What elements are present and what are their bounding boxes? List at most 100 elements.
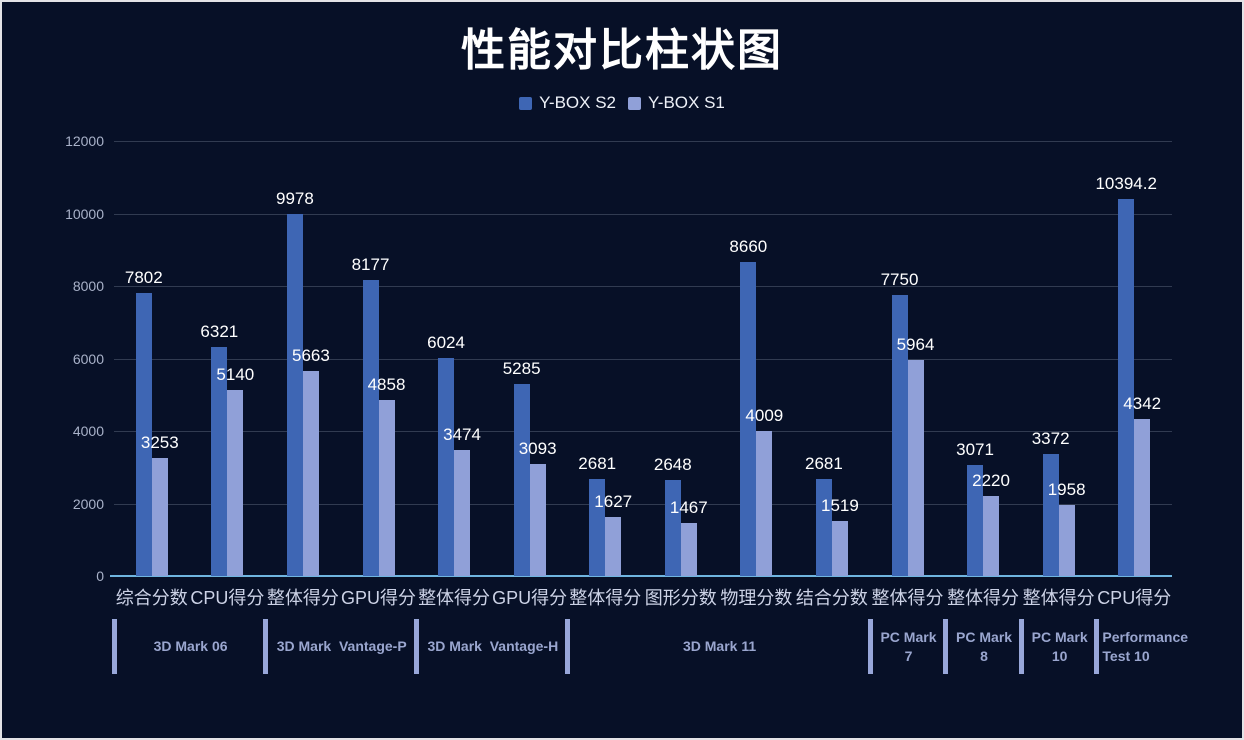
bar-ybox-s2-2[interactable] xyxy=(286,214,303,576)
group-label: 3D Mark 11 xyxy=(682,638,757,654)
bar-value-label: 4858 xyxy=(367,374,406,394)
group-divider xyxy=(414,619,420,674)
bar-ybox-s1-2[interactable] xyxy=(302,370,319,576)
bar-ybox-s2-6[interactable] xyxy=(589,478,606,576)
gridline xyxy=(114,286,1172,287)
bar-value-label: 1467 xyxy=(669,497,708,517)
legend: Y-BOX S2 Y-BOX S1 xyxy=(2,93,1242,113)
legend-item-ybox-s2[interactable]: Y-BOX S2 xyxy=(519,93,616,113)
bar-ybox-s2-9[interactable] xyxy=(815,478,832,576)
bar-ybox-s2-10[interactable] xyxy=(891,295,908,576)
group-label: 3D Mark Vantage-H xyxy=(427,638,559,654)
bar-value-label: 5285 xyxy=(502,359,541,379)
group-divider xyxy=(1018,619,1024,674)
bar-ybox-s2-4[interactable] xyxy=(438,357,455,576)
bar-value-label: 5964 xyxy=(896,334,935,354)
group-divider xyxy=(867,619,873,674)
bar-ybox-s1-0[interactable] xyxy=(151,458,168,576)
x-axis-category-label: 整体得分 xyxy=(418,588,491,608)
bar-value-label: 10394.2 xyxy=(1095,174,1157,194)
bar-ybox-s2-5[interactable] xyxy=(513,384,530,576)
group-divider xyxy=(263,619,269,674)
bar-value-label: 2681 xyxy=(578,453,617,473)
gridline xyxy=(114,141,1172,142)
bar-ybox-s2-8[interactable] xyxy=(740,262,757,576)
y-axis-tick-label: 6000 xyxy=(72,350,104,367)
group-label: 3D Mark 06 xyxy=(153,638,228,654)
x-axis-category-label: 综合分数 xyxy=(115,588,188,608)
bar-ybox-s1-8[interactable] xyxy=(756,430,773,576)
bar-ybox-s2-12[interactable] xyxy=(1042,453,1059,576)
group-divider xyxy=(565,619,571,674)
group-label: Performance Test 10 xyxy=(1102,628,1192,664)
bar-ybox-s2-7[interactable] xyxy=(664,480,681,576)
bar-value-label: 1958 xyxy=(1047,480,1086,500)
legend-swatch-s2-icon xyxy=(519,96,533,110)
bar-value-label: 7750 xyxy=(880,270,919,290)
y-axis-tick-label: 12000 xyxy=(65,133,104,149)
y-axis-tick-label: 0 xyxy=(96,568,104,584)
bar-ybox-s1-10[interactable] xyxy=(907,359,924,576)
x-axis-line xyxy=(110,575,1172,577)
bar-ybox-s1-11[interactable] xyxy=(983,495,1000,576)
x-axis-category-label: 整体得分 xyxy=(569,588,642,608)
x-axis-category-label: 结合分数 xyxy=(795,588,868,608)
bar-ybox-s2-1[interactable] xyxy=(211,346,228,576)
x-axis-category-label: CPU得分 xyxy=(190,588,265,608)
bar-value-label: 5663 xyxy=(292,345,330,365)
bar-ybox-s1-7[interactable] xyxy=(680,522,697,576)
x-axis-category-label: 整体得分 xyxy=(266,588,339,608)
group-divider xyxy=(1094,619,1100,674)
bar-value-label: 5140 xyxy=(216,364,255,384)
group-label: PC Mark 10 xyxy=(1031,628,1092,664)
x-axis-category-label: 整体得分 xyxy=(1022,588,1095,608)
x-axis-category-label: CPU得分 xyxy=(1097,588,1172,608)
chart-title: 性能对比柱状图 xyxy=(461,26,783,75)
bar-value-label: 3253 xyxy=(140,433,179,453)
y-axis-tick-label: 2000 xyxy=(72,495,104,512)
x-axis-category-label: 物理分数 xyxy=(720,588,793,608)
bar-value-label: 2648 xyxy=(653,455,692,474)
bar-value-label: 1519 xyxy=(821,495,859,515)
bar-value-label: 2220 xyxy=(972,470,1010,490)
bar-value-label: 6024 xyxy=(427,332,465,352)
bar-ybox-s1-3[interactable] xyxy=(378,399,395,576)
bar-value-label: 3071 xyxy=(956,439,994,459)
x-axis-category-label: 整体得分 xyxy=(871,588,944,608)
bar-value-label: 4009 xyxy=(745,405,784,425)
bar-ybox-s1-9[interactable] xyxy=(831,520,848,576)
legend-item-ybox-s1[interactable]: Y-BOX S1 xyxy=(628,93,725,113)
group-label: PC Mark 8 xyxy=(956,628,1016,664)
legend-swatch-s1-icon xyxy=(628,96,641,110)
x-axis-category-label: GPU得分 xyxy=(340,588,416,608)
legend-label-s2: Y-BOX S2 xyxy=(539,93,616,112)
group-divider xyxy=(112,619,117,674)
gridline xyxy=(114,358,1172,360)
bar-ybox-s1-13[interactable] xyxy=(1134,418,1151,576)
bar-value-label: 7802 xyxy=(124,268,163,288)
bar-value-label: 3474 xyxy=(443,425,481,445)
x-axis-category-label: 整体得分 xyxy=(947,588,1020,608)
bar-ybox-s2-13[interactable] xyxy=(1118,199,1135,576)
gridline xyxy=(114,431,1172,432)
bar-ybox-s2-0[interactable] xyxy=(135,293,152,576)
group-label: PC Mark 7 xyxy=(880,628,941,664)
bar-value-label: 2681 xyxy=(805,453,843,473)
bar-ybox-s1-12[interactable] xyxy=(1058,505,1075,576)
bar-value-label: 8660 xyxy=(729,237,768,257)
bar-value-label: 6321 xyxy=(200,321,239,341)
legend-label-s1: Y-BOX S1 xyxy=(648,93,725,112)
bar-ybox-s1-6[interactable] xyxy=(605,517,622,576)
x-axis-category-label: GPU得分 xyxy=(492,588,568,608)
bar-ybox-s2-11[interactable] xyxy=(967,464,984,576)
bar-ybox-s1-5[interactable] xyxy=(529,463,546,576)
bar-value-label: 4342 xyxy=(1123,393,1162,413)
bar-value-label: 8177 xyxy=(351,254,390,274)
bar-ybox-s1-1[interactable] xyxy=(227,389,244,576)
bar-value-label: 9978 xyxy=(276,189,314,209)
x-axis-category-label: 图形分数 xyxy=(644,588,717,608)
gridline xyxy=(114,503,1172,505)
bar-ybox-s2-3[interactable] xyxy=(362,279,379,576)
bar-ybox-s1-4[interactable] xyxy=(454,450,471,576)
